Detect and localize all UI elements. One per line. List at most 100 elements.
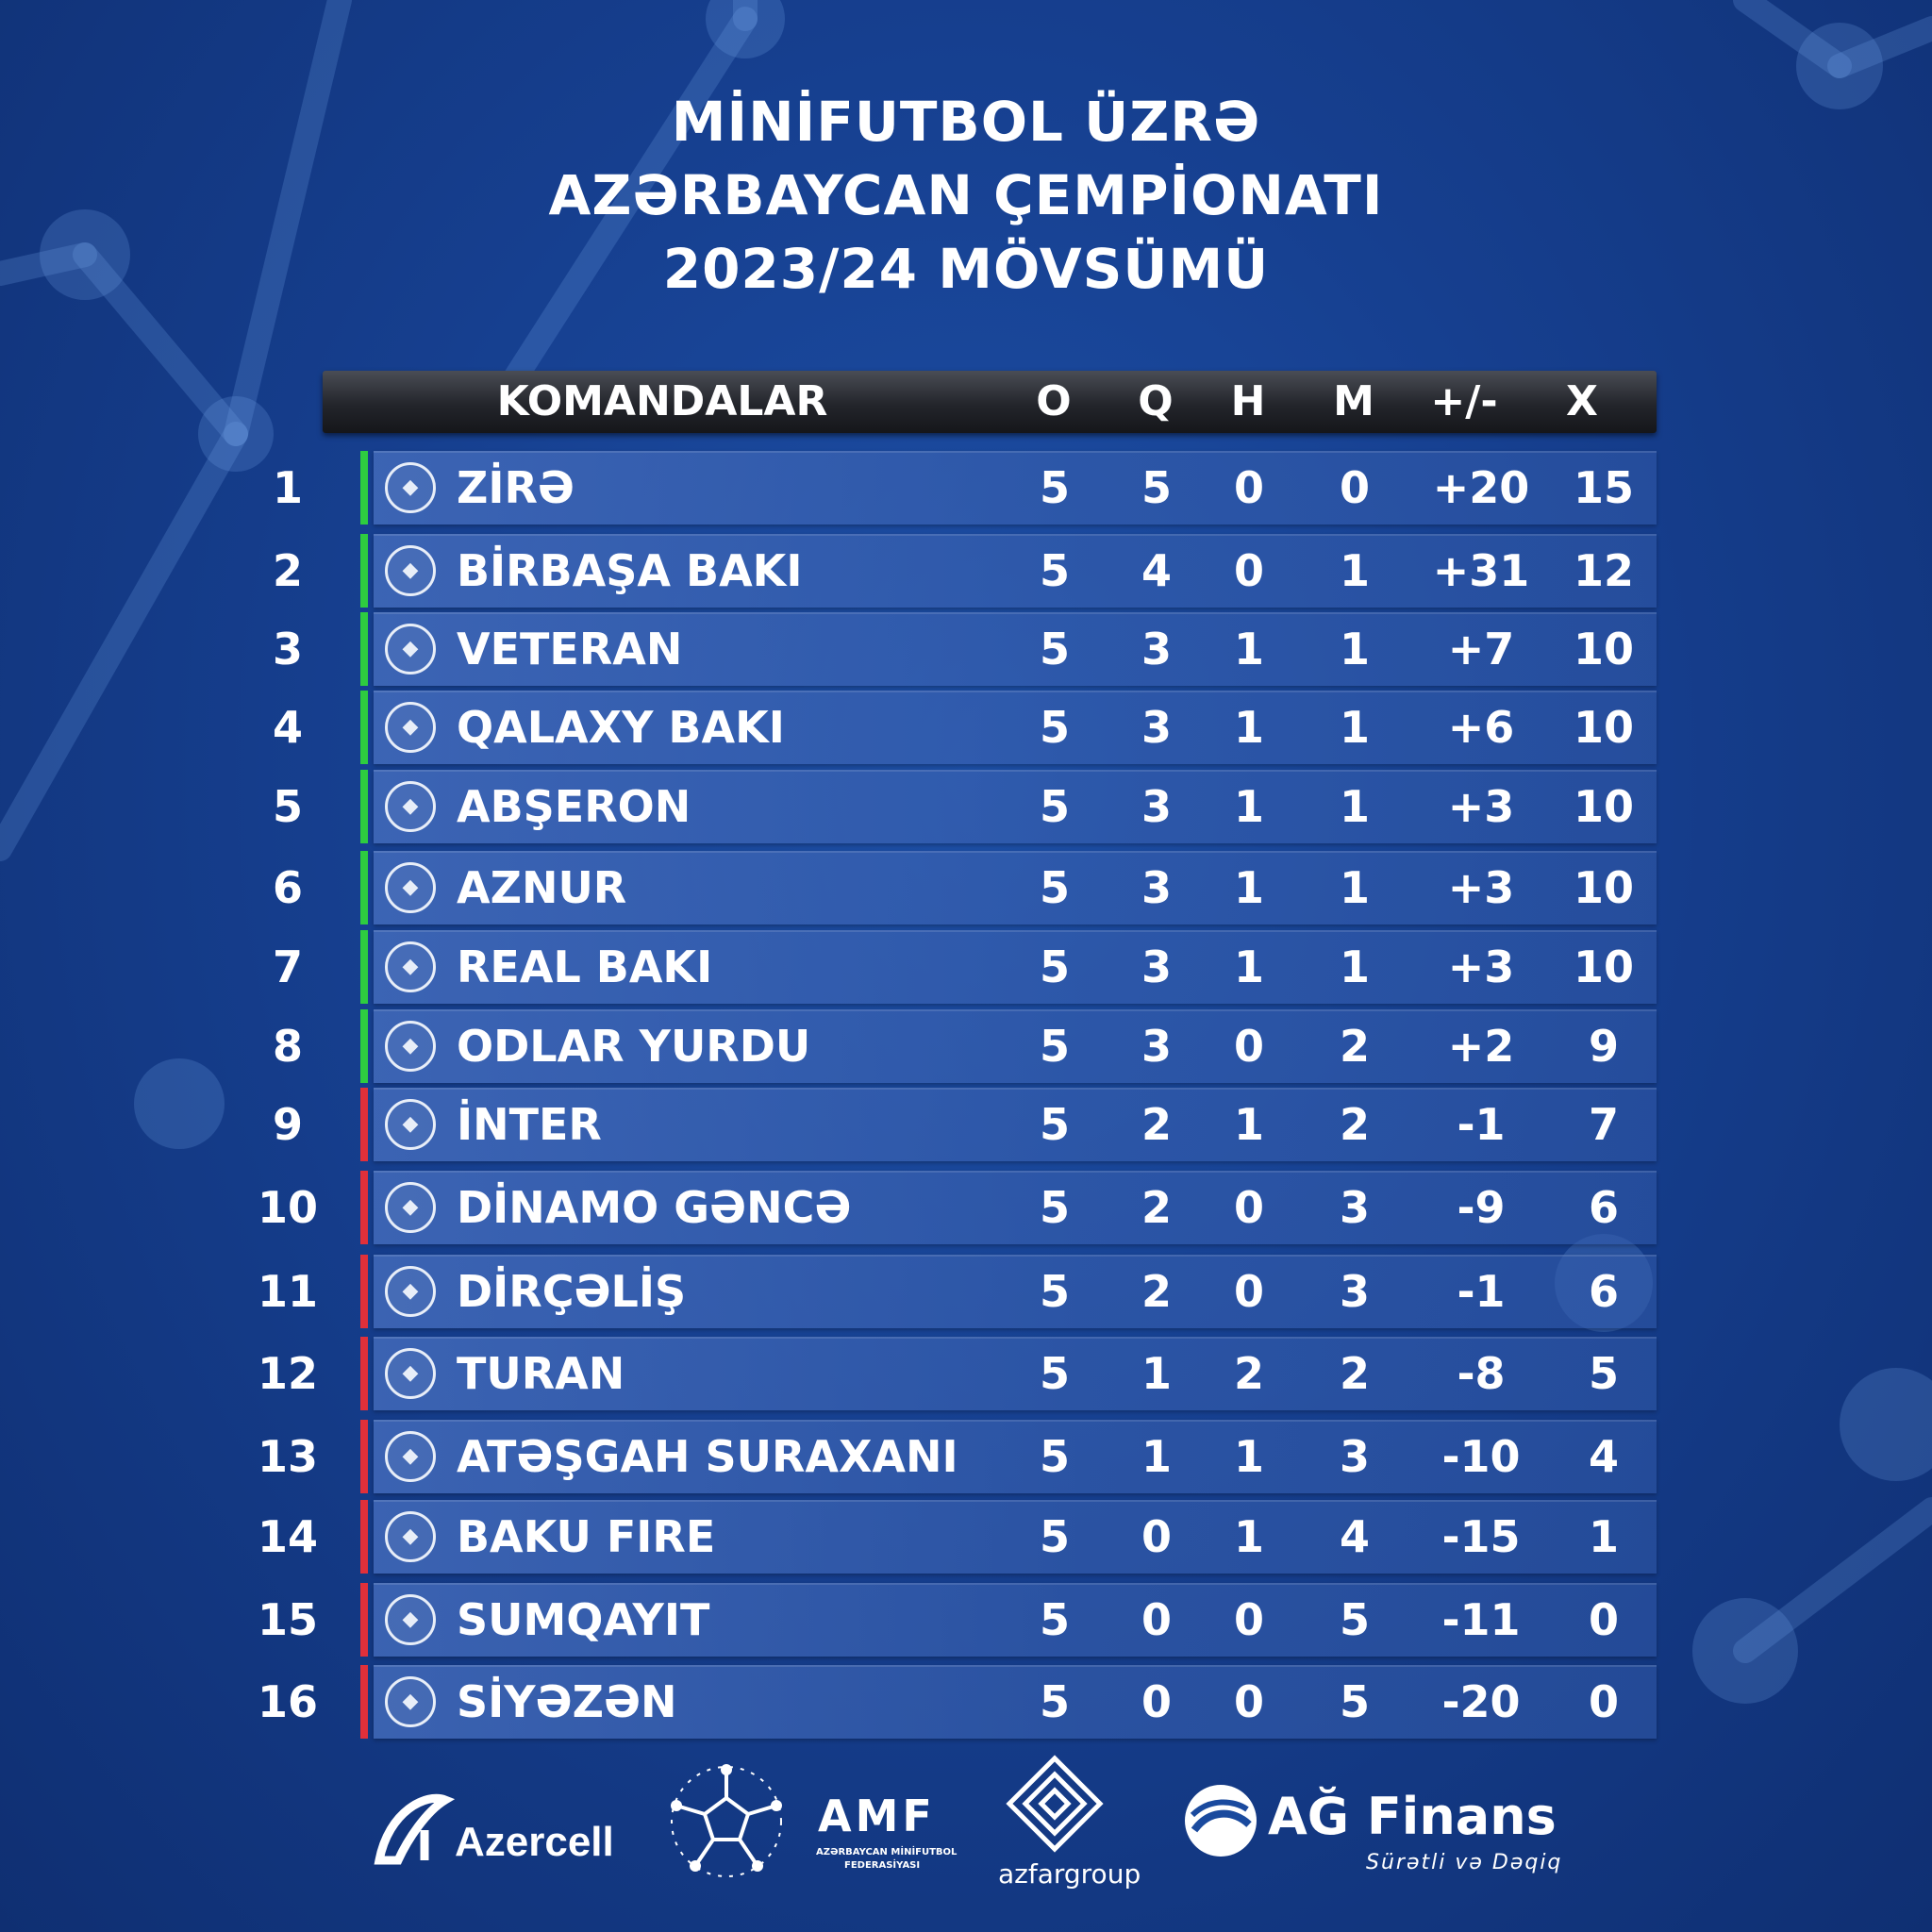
table-row: 4 ◆ QALAXY BAKI 5 3 1 1 +6 10 — [0, 691, 1932, 764]
stat-losses: 3 — [1339, 1266, 1370, 1317]
rank-number: 4 — [272, 702, 303, 753]
row-panel — [374, 451, 1657, 525]
stat-points: 4 — [1588, 1431, 1619, 1482]
team-name: DİRÇƏLİŞ — [457, 1266, 687, 1317]
row-panel — [374, 691, 1657, 764]
row-panel — [374, 1337, 1657, 1410]
team-crest-icon: ◆ — [385, 1594, 436, 1645]
team-name: QALAXY BAKI — [457, 702, 785, 753]
team-name: ABŞERON — [457, 781, 691, 832]
table-row: 12 ◆ TURAN 5 1 2 2 -8 5 — [0, 1337, 1932, 1410]
zone-indicator — [360, 1009, 368, 1083]
table-row: 1 ◆ ZİRƏ 5 5 0 0 +20 15 — [0, 451, 1932, 525]
stat-wins: 3 — [1141, 781, 1172, 832]
azfargroup-logo: azfargroup — [998, 1755, 1141, 1890]
table-row: 15 ◆ SUMQAYIT 5 0 0 5 -11 0 — [0, 1583, 1932, 1657]
stat-losses: 5 — [1339, 1594, 1370, 1645]
stat-goal-difference: -20 — [1441, 1676, 1521, 1727]
stat-wins: 4 — [1141, 545, 1172, 596]
table-row: 3 ◆ VETERAN 5 3 1 1 +7 10 — [0, 612, 1932, 686]
rank-number: 6 — [272, 862, 303, 913]
stat-losses: 1 — [1339, 624, 1370, 675]
team-name: SUMQAYIT — [457, 1594, 710, 1645]
stat-draws: 1 — [1233, 781, 1264, 832]
stat-played: 5 — [1039, 1099, 1070, 1150]
stat-points: 10 — [1573, 702, 1634, 753]
rank-number: 14 — [257, 1511, 318, 1562]
row-panel — [374, 930, 1657, 1004]
rank-number: 16 — [257, 1676, 318, 1727]
stat-wins: 3 — [1141, 1021, 1172, 1072]
table-header: KOMANDALAR O Q H M +/- X — [323, 371, 1657, 433]
stat-losses: 3 — [1339, 1431, 1370, 1482]
stat-goal-difference: -10 — [1441, 1431, 1521, 1482]
stat-draws: 1 — [1233, 1099, 1264, 1150]
stat-draws: 0 — [1233, 1594, 1264, 1645]
stat-points: 6 — [1588, 1266, 1619, 1317]
stat-goal-difference: -1 — [1457, 1266, 1506, 1317]
stat-played: 5 — [1039, 1021, 1070, 1072]
stat-draws: 0 — [1233, 1676, 1264, 1727]
stat-goal-difference: -9 — [1457, 1182, 1506, 1233]
row-panel — [374, 851, 1657, 924]
amf-logo: AMF AZƏRBAYCAN MİNİFUTBOL FEDERASİYASI — [665, 1760, 957, 1887]
stat-losses: 2 — [1339, 1021, 1370, 1072]
rank-number: 3 — [272, 624, 303, 675]
team-name: ZİRƏ — [457, 462, 575, 513]
stat-draws: 0 — [1233, 1021, 1264, 1072]
stat-points: 10 — [1573, 862, 1634, 913]
rank-number: 10 — [257, 1182, 318, 1233]
team-crest-icon: ◆ — [385, 781, 436, 832]
zone-indicator — [360, 1583, 368, 1657]
team-name: REAL BAKI — [457, 941, 713, 992]
team-crest-icon: ◆ — [385, 1348, 436, 1399]
zone-indicator — [360, 1665, 368, 1739]
stat-wins: 1 — [1141, 1348, 1172, 1399]
title-line-3: 2023/24 MÖVSÜMÜ — [662, 237, 1270, 301]
table-row: 13 ◆ ATƏŞGAH SURAXANI 5 1 1 3 -10 4 — [0, 1420, 1932, 1493]
stat-played: 5 — [1039, 1431, 1070, 1482]
stat-played: 5 — [1039, 781, 1070, 832]
amf-ball-icon — [671, 1764, 782, 1877]
stat-points: 10 — [1573, 624, 1634, 675]
table-row: 7 ◆ REAL BAKI 5 3 1 1 +3 10 — [0, 930, 1932, 1004]
header-goal-difference: +/- — [1430, 377, 1498, 425]
row-panel — [374, 1500, 1657, 1574]
stat-wins: 0 — [1141, 1676, 1172, 1727]
stat-draws: 1 — [1233, 1431, 1264, 1482]
stat-points: 7 — [1588, 1099, 1619, 1150]
stat-played: 5 — [1039, 1182, 1070, 1233]
stat-points: 12 — [1573, 545, 1634, 596]
row-panel — [374, 1420, 1657, 1493]
stat-played: 5 — [1039, 462, 1070, 513]
sponsor-strip: Azercell AMF AZƏRBAYCAN MİNİFUTBOL FEDER… — [0, 1755, 1932, 1896]
title-line-2: AZƏRBAYCAN ÇEMPİONATI — [548, 163, 1384, 227]
stat-played: 5 — [1039, 545, 1070, 596]
row-panel — [374, 1009, 1657, 1083]
stat-losses: 2 — [1339, 1348, 1370, 1399]
stat-points: 10 — [1573, 781, 1634, 832]
header-played: O — [1036, 377, 1072, 425]
header-wins: Q — [1138, 377, 1174, 425]
stat-points: 0 — [1588, 1676, 1619, 1727]
ag-finans-icon — [1185, 1785, 1257, 1857]
stat-goal-difference: +7 — [1447, 624, 1515, 675]
azercell-icon — [374, 1793, 455, 1865]
table-row: 6 ◆ AZNUR 5 3 1 1 +3 10 — [0, 851, 1932, 924]
rank-number: 15 — [257, 1594, 318, 1645]
row-panel — [374, 1255, 1657, 1328]
team-name: VETERAN — [457, 624, 683, 675]
stat-played: 5 — [1039, 1676, 1070, 1727]
stat-goal-difference: -1 — [1457, 1099, 1506, 1150]
team-crest-icon: ◆ — [385, 545, 436, 596]
team-crest-icon: ◆ — [385, 462, 436, 513]
stat-goal-difference: -8 — [1457, 1348, 1506, 1399]
row-panel — [374, 1171, 1657, 1244]
title-line-1: MİNİFUTBOL ÜZRƏ — [671, 90, 1261, 154]
stat-played: 5 — [1039, 624, 1070, 675]
team-name: DİNAMO GƏNCƏ — [457, 1182, 852, 1233]
team-crest-icon: ◆ — [385, 624, 436, 675]
team-name: ODLAR YURDU — [457, 1021, 811, 1072]
zone-indicator — [360, 1337, 368, 1410]
stat-losses: 1 — [1339, 862, 1370, 913]
